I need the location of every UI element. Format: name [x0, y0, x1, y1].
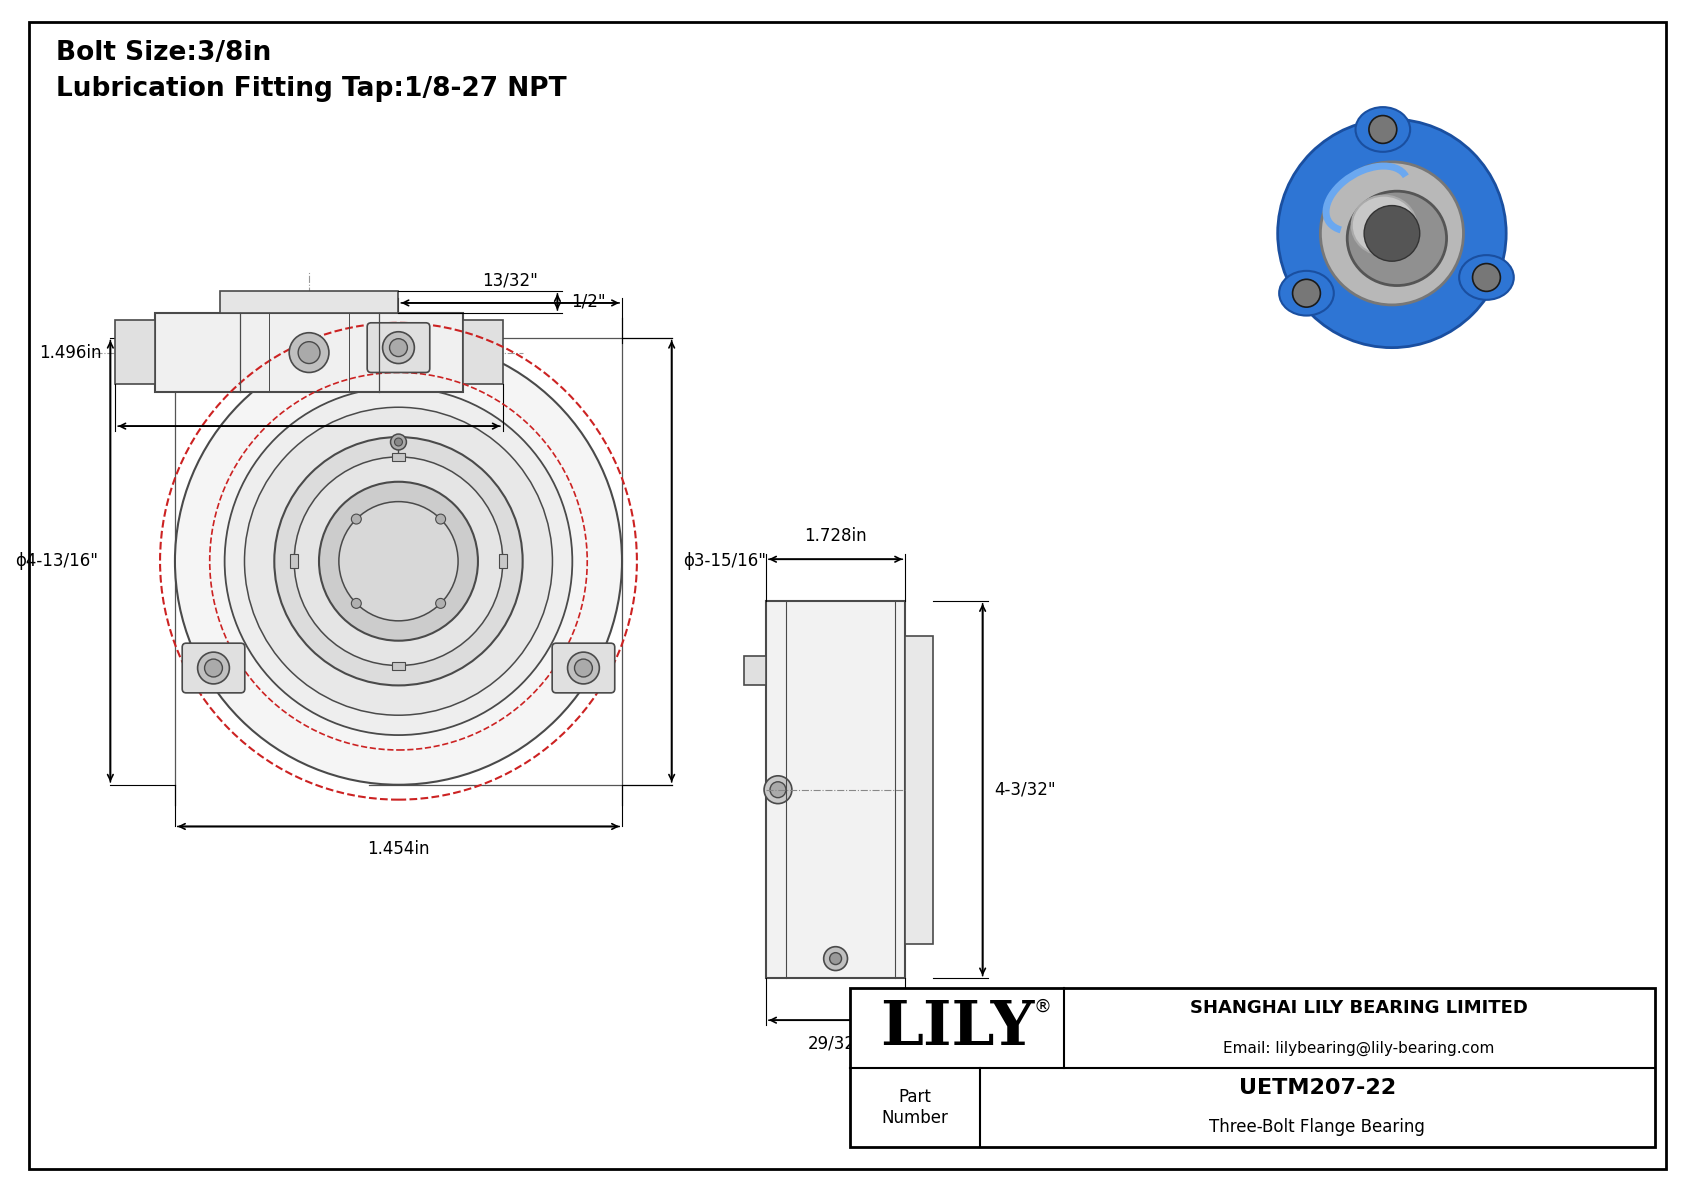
Circle shape	[274, 437, 522, 685]
Ellipse shape	[1278, 119, 1505, 348]
Text: 13/32": 13/32"	[482, 272, 539, 289]
Circle shape	[765, 775, 791, 804]
Circle shape	[197, 653, 229, 684]
Bar	[904, 636, 933, 943]
Text: 1.496in: 1.496in	[39, 343, 101, 362]
Circle shape	[830, 953, 842, 965]
Circle shape	[391, 434, 406, 450]
Circle shape	[823, 947, 847, 971]
Bar	[219, 291, 399, 313]
Circle shape	[175, 338, 621, 785]
Text: 1.454in: 1.454in	[367, 841, 429, 859]
Ellipse shape	[1352, 195, 1416, 255]
Text: Part
Number: Part Number	[882, 1089, 948, 1127]
Bar	[498, 554, 507, 568]
Text: 29/32": 29/32"	[808, 1034, 864, 1052]
Circle shape	[352, 598, 362, 609]
Text: Lubrication Fitting Tap:1/8-27 NPT: Lubrication Fitting Tap:1/8-27 NPT	[56, 76, 566, 102]
Circle shape	[244, 407, 552, 716]
Circle shape	[295, 457, 504, 666]
Bar	[115, 320, 155, 385]
Bar	[290, 554, 298, 568]
Circle shape	[352, 515, 362, 524]
Circle shape	[382, 332, 414, 363]
Bar	[155, 313, 463, 392]
Text: 1.728in: 1.728in	[805, 528, 867, 545]
Circle shape	[1369, 116, 1396, 143]
Circle shape	[770, 781, 786, 798]
Ellipse shape	[1458, 255, 1514, 300]
Circle shape	[298, 342, 320, 363]
Bar	[744, 655, 766, 685]
Text: ®: ®	[1034, 997, 1051, 1015]
Text: ϕ4-13/16": ϕ4-13/16"	[15, 553, 98, 570]
Text: Bolt Size:3/8in: Bolt Size:3/8in	[56, 39, 271, 66]
Circle shape	[574, 659, 593, 676]
Ellipse shape	[1280, 270, 1334, 316]
Circle shape	[338, 501, 458, 621]
Circle shape	[1293, 280, 1320, 307]
Bar	[391, 453, 406, 461]
Circle shape	[204, 659, 222, 676]
Circle shape	[1472, 263, 1500, 292]
Text: 4-3/32": 4-3/32"	[995, 781, 1056, 799]
Text: ϕ3-15/16": ϕ3-15/16"	[684, 553, 766, 570]
FancyBboxPatch shape	[552, 643, 615, 693]
Text: LILY: LILY	[881, 998, 1036, 1058]
Bar	[463, 320, 504, 385]
Circle shape	[1364, 206, 1420, 261]
FancyBboxPatch shape	[182, 643, 244, 693]
Circle shape	[389, 338, 408, 356]
Circle shape	[318, 481, 478, 641]
Circle shape	[224, 387, 573, 735]
Text: SHANGHAI LILY BEARING LIMITED: SHANGHAI LILY BEARING LIMITED	[1191, 999, 1527, 1017]
Bar	[391, 661, 406, 669]
Text: Email: lilybearing@lily-bearing.com: Email: lilybearing@lily-bearing.com	[1224, 1041, 1495, 1055]
Text: 1/2": 1/2"	[571, 293, 606, 311]
Circle shape	[290, 332, 328, 373]
Circle shape	[1320, 162, 1463, 305]
Ellipse shape	[1347, 192, 1447, 286]
Circle shape	[436, 515, 446, 524]
Text: UETM207-22: UETM207-22	[1239, 1078, 1396, 1098]
Circle shape	[394, 438, 402, 445]
Circle shape	[436, 598, 446, 609]
Text: Three-Bolt Flange Bearing: Three-Bolt Flange Bearing	[1209, 1118, 1425, 1136]
Bar	[850, 989, 1655, 1147]
Bar	[766, 601, 904, 979]
Ellipse shape	[1356, 107, 1410, 151]
Circle shape	[568, 653, 600, 684]
FancyBboxPatch shape	[367, 323, 429, 373]
